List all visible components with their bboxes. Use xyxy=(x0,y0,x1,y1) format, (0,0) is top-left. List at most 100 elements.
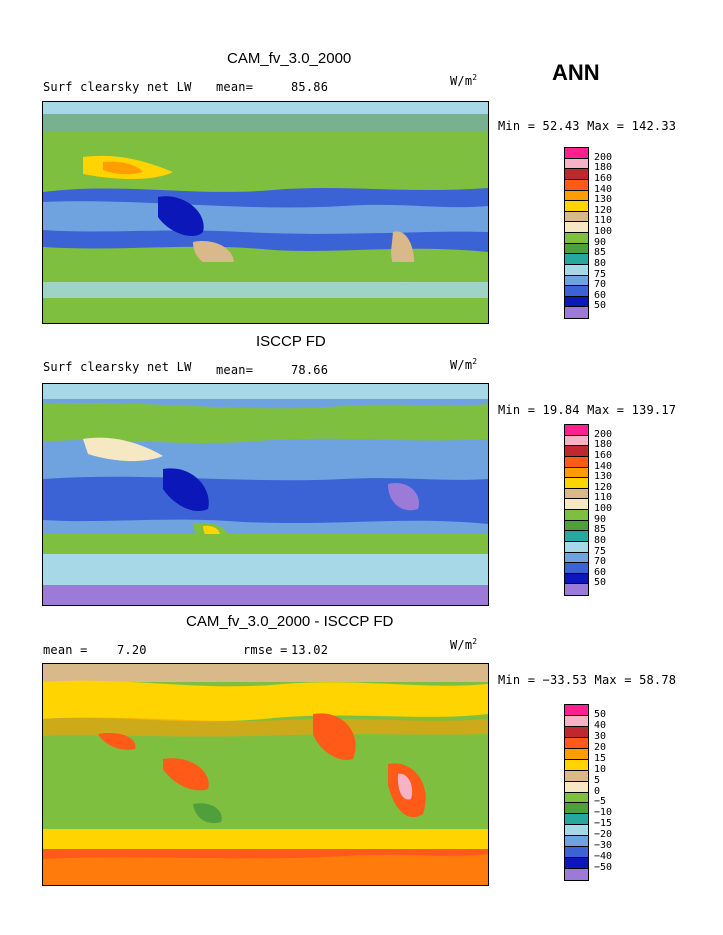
panel-2-units: W/m2 xyxy=(450,357,478,372)
colorbar-label: −10 xyxy=(594,807,613,819)
panel-3-rmse-value: 13.02 xyxy=(291,643,329,657)
warm-pool xyxy=(158,196,204,237)
colorbar-swatch xyxy=(565,748,588,760)
colorbar-label: 60 xyxy=(594,289,607,301)
colorbar-label: 80 xyxy=(594,257,607,269)
colorbar-label: 120 xyxy=(594,204,613,216)
colorbar-label: 0 xyxy=(594,785,601,797)
colorbar-swatch xyxy=(565,847,588,859)
colorbar-swatch xyxy=(565,541,588,553)
colorbar-swatch xyxy=(565,499,588,510)
colorbar-label: 20 xyxy=(594,741,607,753)
colorbar-label: 110 xyxy=(594,492,613,504)
colorbar-swatch xyxy=(565,243,588,255)
colorbar-label: 70 xyxy=(594,556,607,568)
colorbar-label: 200 xyxy=(594,151,613,163)
panel-2-mean-value: 78.66 xyxy=(291,363,329,377)
colorbar-label: 50 xyxy=(594,300,607,312)
colorbar-label: 50 xyxy=(594,708,607,720)
panel-1-title: CAM_fv_3.0_2000 xyxy=(227,50,352,67)
colorbar-label: 80 xyxy=(594,534,607,546)
colorbar-swatch xyxy=(565,814,588,826)
colorbar-label: 180 xyxy=(594,162,613,174)
colorbar-swatch xyxy=(565,286,588,297)
colorbar-label: 90 xyxy=(594,513,607,525)
colorbar-swatch xyxy=(565,254,588,265)
colorbar-swatch xyxy=(565,836,588,848)
colorbar-swatch xyxy=(565,715,588,727)
panel-1-field: Surf clearsky net LW xyxy=(43,80,192,94)
colorbar-swatch xyxy=(565,233,588,244)
colorbar-swatch xyxy=(565,467,588,479)
colorbar-label: 75 xyxy=(594,545,607,557)
panel-1-minmax: Min = 52.43 Max = 142.33 xyxy=(498,119,677,133)
colorbar-swatch xyxy=(565,275,588,287)
colorbar-label: 15 xyxy=(594,752,607,764)
arctic-band xyxy=(43,102,488,114)
colorbar-label: 100 xyxy=(594,226,613,237)
colorbar-swatch xyxy=(565,190,588,202)
colorbar-label: 110 xyxy=(594,215,613,227)
colorbar-label: −50 xyxy=(594,862,613,874)
colorbar-swatch xyxy=(565,456,588,468)
colorbar-swatch xyxy=(565,264,588,276)
panel-3-mean-label: mean = xyxy=(43,643,88,657)
colorbar-label: 75 xyxy=(594,268,607,280)
colorbar-label: 50 xyxy=(594,577,607,589)
panel-3-rmse-label: rmse = xyxy=(243,643,288,657)
colorbar-swatch xyxy=(565,563,588,574)
colorbar-swatch xyxy=(565,510,588,521)
colorbar-swatch xyxy=(565,296,588,308)
panel-3-minmax: Min = −33.53 Max = 58.78 xyxy=(498,673,677,687)
colorbar-label: 90 xyxy=(594,236,607,248)
colorbar-label: −20 xyxy=(594,829,613,841)
panel-3-map xyxy=(42,663,489,886)
colorbar-swatch xyxy=(565,759,588,771)
colorbar-label: −40 xyxy=(594,851,613,863)
panel-3-colorbar xyxy=(564,704,589,881)
colorbar-swatch xyxy=(565,201,588,212)
australia xyxy=(193,241,234,269)
colorbar-swatch xyxy=(565,222,588,233)
colorbar-label: 130 xyxy=(594,471,613,483)
colorbar-swatch xyxy=(565,446,588,457)
colorbar-swatch xyxy=(565,584,588,595)
colorbar-label: −15 xyxy=(594,818,613,830)
colorbar-label: 200 xyxy=(594,428,613,440)
colorbar-swatch xyxy=(565,869,588,880)
colorbar-swatch xyxy=(565,858,588,870)
panel-1-map xyxy=(42,101,489,324)
panel-1-mean-label: mean= xyxy=(216,80,254,94)
colorbar-swatch xyxy=(565,169,588,180)
colorbar-label: 140 xyxy=(594,460,613,472)
colorbar-swatch xyxy=(565,770,588,782)
panel-2-field: Surf clearsky net LW xyxy=(43,360,192,374)
colorbar-swatch xyxy=(565,792,588,804)
colorbar-label: 160 xyxy=(594,172,613,184)
colorbar-swatch xyxy=(565,488,588,500)
colorbar-swatch xyxy=(565,573,588,585)
colorbar-label: 5 xyxy=(594,774,601,786)
panel-3-mean-value: 7.20 xyxy=(117,643,147,657)
colorbar-swatch xyxy=(565,825,588,837)
colorbar-swatch xyxy=(565,478,588,489)
panel-2-colorbar xyxy=(564,424,589,596)
colorbar-label: 60 xyxy=(594,566,607,578)
colorbar-label: 180 xyxy=(594,439,613,451)
colorbar-label: 140 xyxy=(594,183,613,195)
panel-3-title: CAM_fv_3.0_2000 - ISCCP FD xyxy=(186,613,394,630)
colorbar-swatch xyxy=(565,435,588,447)
colorbar-swatch xyxy=(565,158,588,170)
colorbar-label: 40 xyxy=(594,719,607,731)
colorbar-swatch xyxy=(565,179,588,191)
colorbar-swatch xyxy=(565,307,588,318)
colorbar-swatch xyxy=(565,705,588,716)
colorbar-label: 85 xyxy=(594,247,607,259)
panel-2-title: ISCCP FD xyxy=(256,333,326,350)
panel-2-minmax: Min = 19.84 Max = 139.17 xyxy=(498,403,677,417)
colorbar-label: 100 xyxy=(594,503,613,514)
panel-2-mean-label: mean= xyxy=(216,363,254,377)
amazon xyxy=(388,483,419,511)
colorbar-swatch xyxy=(565,211,588,223)
colorbar-swatch xyxy=(565,531,588,542)
